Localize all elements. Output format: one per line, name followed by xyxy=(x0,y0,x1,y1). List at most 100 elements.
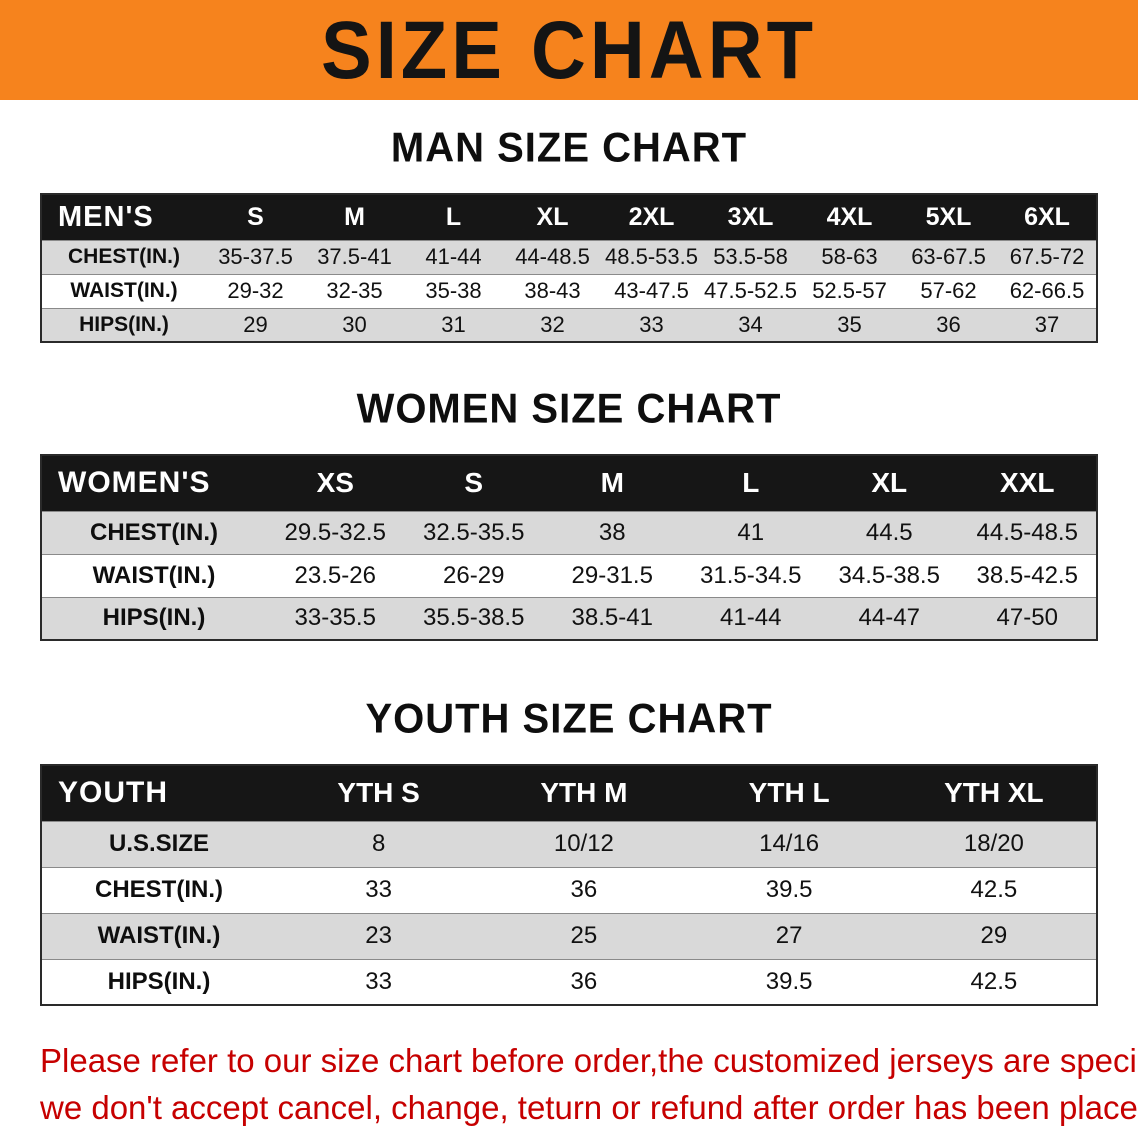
size-column-header: 6XL xyxy=(998,194,1097,240)
size-column-header: XXL xyxy=(958,455,1097,511)
value-cell: 35.5-38.5 xyxy=(423,604,525,632)
value-cell: 30 xyxy=(342,311,367,337)
size-table-youth: YOUTH YTH S YTH M YTH L YTH XL U.S.SIZE 8 10/12… xyxy=(40,764,1098,1006)
section-heading-youth: YOUTH SIZE CHART xyxy=(365,695,773,743)
value-cell: 35 xyxy=(837,311,862,337)
value-cell: 35-38 xyxy=(425,278,482,303)
size-column-header: 5XL xyxy=(899,194,998,240)
value-cell: 18/20 xyxy=(963,830,1024,857)
value-cell: 39.5 xyxy=(765,876,813,903)
row-label: CHEST(IN.) xyxy=(90,518,218,546)
value-cell: 39.5 xyxy=(765,967,813,995)
table-row: HIPS(IN.) 29 30 31 32 33 34 35 36 37 xyxy=(41,308,1097,342)
table-corner-label: YOUTH xyxy=(41,765,276,821)
value-cell: 48.5-53.5 xyxy=(605,244,698,269)
value-cell: 57-62 xyxy=(920,278,977,303)
value-cell: 62-66.5 xyxy=(1009,278,1085,303)
value-cell: 23.5-26 xyxy=(294,561,376,589)
table-row: CHEST(IN.) 33 36 39.5 42.5 xyxy=(41,867,1097,913)
value-cell: 32.5-35.5 xyxy=(423,518,525,546)
value-cell: 29-32 xyxy=(227,278,284,303)
size-table-women: WOMEN'S XS S M L XL XXL CHEST(IN.) 29.5-32.5 32.5… xyxy=(40,454,1098,641)
value-cell: 31.5-34.5 xyxy=(700,561,802,589)
value-cell: 38.5-42.5 xyxy=(976,561,1078,589)
table-row: CHEST(IN.) 29.5-32.5 32.5-35.5 38 41 44.5 44.5… xyxy=(41,511,1097,554)
table-row: HIPS(IN.) 33 36 39.5 42.5 xyxy=(41,959,1097,1005)
row-label: WAIST(IN.) xyxy=(92,561,216,589)
size-column-header: 3XL xyxy=(701,194,800,240)
value-cell: 47-50 xyxy=(996,604,1058,632)
table-header-row: MEN'S S M L XL 2XL 3XL 4XL 5XL 6XL xyxy=(41,194,1097,240)
page-title: SIZE CHART xyxy=(321,4,817,96)
row-label: WAIST(IN.) xyxy=(97,922,221,949)
value-cell: 25 xyxy=(570,922,598,949)
section-heading-men: MAN SIZE CHART xyxy=(390,124,748,172)
size-chart-sections: MAN SIZE CHART MEN'S S M L XL 2XL 3XL 4XL 5XL 6XL C… xyxy=(0,124,1138,1006)
value-cell: 38-43 xyxy=(524,278,581,303)
table-row: U.S.SIZE 8 10/12 14/16 18/20 xyxy=(41,821,1097,867)
size-column-header: XL xyxy=(503,194,602,240)
size-column-header: YTH XL xyxy=(891,765,1097,821)
value-cell: 37.5-41 xyxy=(317,244,392,269)
value-cell: 32-35 xyxy=(326,278,383,303)
table-corner-label: WOMEN'S xyxy=(41,455,266,511)
value-cell: 34 xyxy=(738,311,763,337)
size-column-header: XL xyxy=(820,455,959,511)
table-row: WAIST(IN.) 23.5-26 26-29 29-31.5 31.5-34.5 34… xyxy=(41,554,1097,597)
row-label: WAIST(IN.) xyxy=(70,279,178,302)
value-cell: 41-44 xyxy=(720,604,782,632)
value-cell: 53.5-58 xyxy=(713,244,788,269)
row-label: U.S.SIZE xyxy=(108,830,210,857)
value-cell: 26-29 xyxy=(443,561,505,589)
size-column-header: S xyxy=(206,194,305,240)
footer-note-line-1: Please refer to our size chart before or… xyxy=(40,1042,1138,1079)
value-cell: 58-63 xyxy=(821,244,878,269)
size-column-header: L xyxy=(681,455,820,511)
row-label: HIPS(IN.) xyxy=(79,312,169,336)
value-cell: 37 xyxy=(1034,311,1060,337)
value-cell: 29 xyxy=(243,311,268,337)
row-label: HIPS(IN.) xyxy=(102,604,206,632)
size-column-header: 2XL xyxy=(602,194,701,240)
value-cell: 43-47.5 xyxy=(614,278,689,303)
size-column-header: L xyxy=(404,194,503,240)
value-cell: 35-37.5 xyxy=(218,244,293,269)
value-cell: 38.5-41 xyxy=(571,604,653,632)
size-table-men: MEN'S S M L XL 2XL 3XL 4XL 5XL 6XL CHEST(IN.) 35-37… xyxy=(40,193,1098,343)
value-cell: 42.5 xyxy=(970,876,1018,903)
size-column-header: XS xyxy=(266,455,405,511)
value-cell: 34.5-38.5 xyxy=(838,561,940,589)
section-heading-women: WOMEN SIZE CHART xyxy=(356,385,782,433)
size-column-header: S xyxy=(404,455,543,511)
size-column-header: YTH M xyxy=(481,765,687,821)
value-cell: 47.5-52.5 xyxy=(704,278,797,303)
value-cell: 41-44 xyxy=(425,244,482,269)
size-column-header: 4XL xyxy=(800,194,899,240)
value-cell: 36 xyxy=(936,311,961,337)
value-cell: 29-31.5 xyxy=(571,561,653,589)
value-cell: 10/12 xyxy=(553,830,614,857)
value-cell: 27 xyxy=(775,922,803,949)
value-cell: 44.5 xyxy=(865,518,913,546)
value-cell: 38 xyxy=(598,518,626,546)
value-cell: 33 xyxy=(639,311,664,337)
value-cell: 32 xyxy=(540,311,565,337)
size-column-header: YTH L xyxy=(686,765,892,821)
table-row: WAIST(IN.) 23 25 27 29 xyxy=(41,913,1097,959)
table-header-row: WOMEN'S XS S M L XL XXL xyxy=(41,455,1097,511)
footer-note-line-2: we don't accept cancel, change, teturn o… xyxy=(40,1088,1138,1126)
row-label: HIPS(IN.) xyxy=(107,967,211,995)
value-cell: 29.5-32.5 xyxy=(284,518,386,546)
value-cell: 36 xyxy=(570,967,598,995)
table-row: WAIST(IN.) 29-32 32-35 35-38 38-43 43-47.5 47.… xyxy=(41,274,1097,308)
value-cell: 42.5 xyxy=(970,967,1018,995)
table-header-row: YOUTH YTH S YTH M YTH L YTH XL xyxy=(41,765,1097,821)
value-cell: 44-48.5 xyxy=(515,244,590,269)
size-column-header: M xyxy=(305,194,404,240)
row-label: CHEST(IN.) xyxy=(95,876,223,903)
table-corner-label: MEN'S xyxy=(41,194,206,240)
table-row: HIPS(IN.) 33-35.5 35.5-38.5 38.5-41 41-44 44-… xyxy=(41,597,1097,640)
value-cell: 33 xyxy=(365,876,392,903)
table-row: CHEST(IN.) 35-37.5 37.5-41 41-44 44-48.5 48.5… xyxy=(41,240,1097,274)
value-cell: 63-67.5 xyxy=(911,244,986,269)
